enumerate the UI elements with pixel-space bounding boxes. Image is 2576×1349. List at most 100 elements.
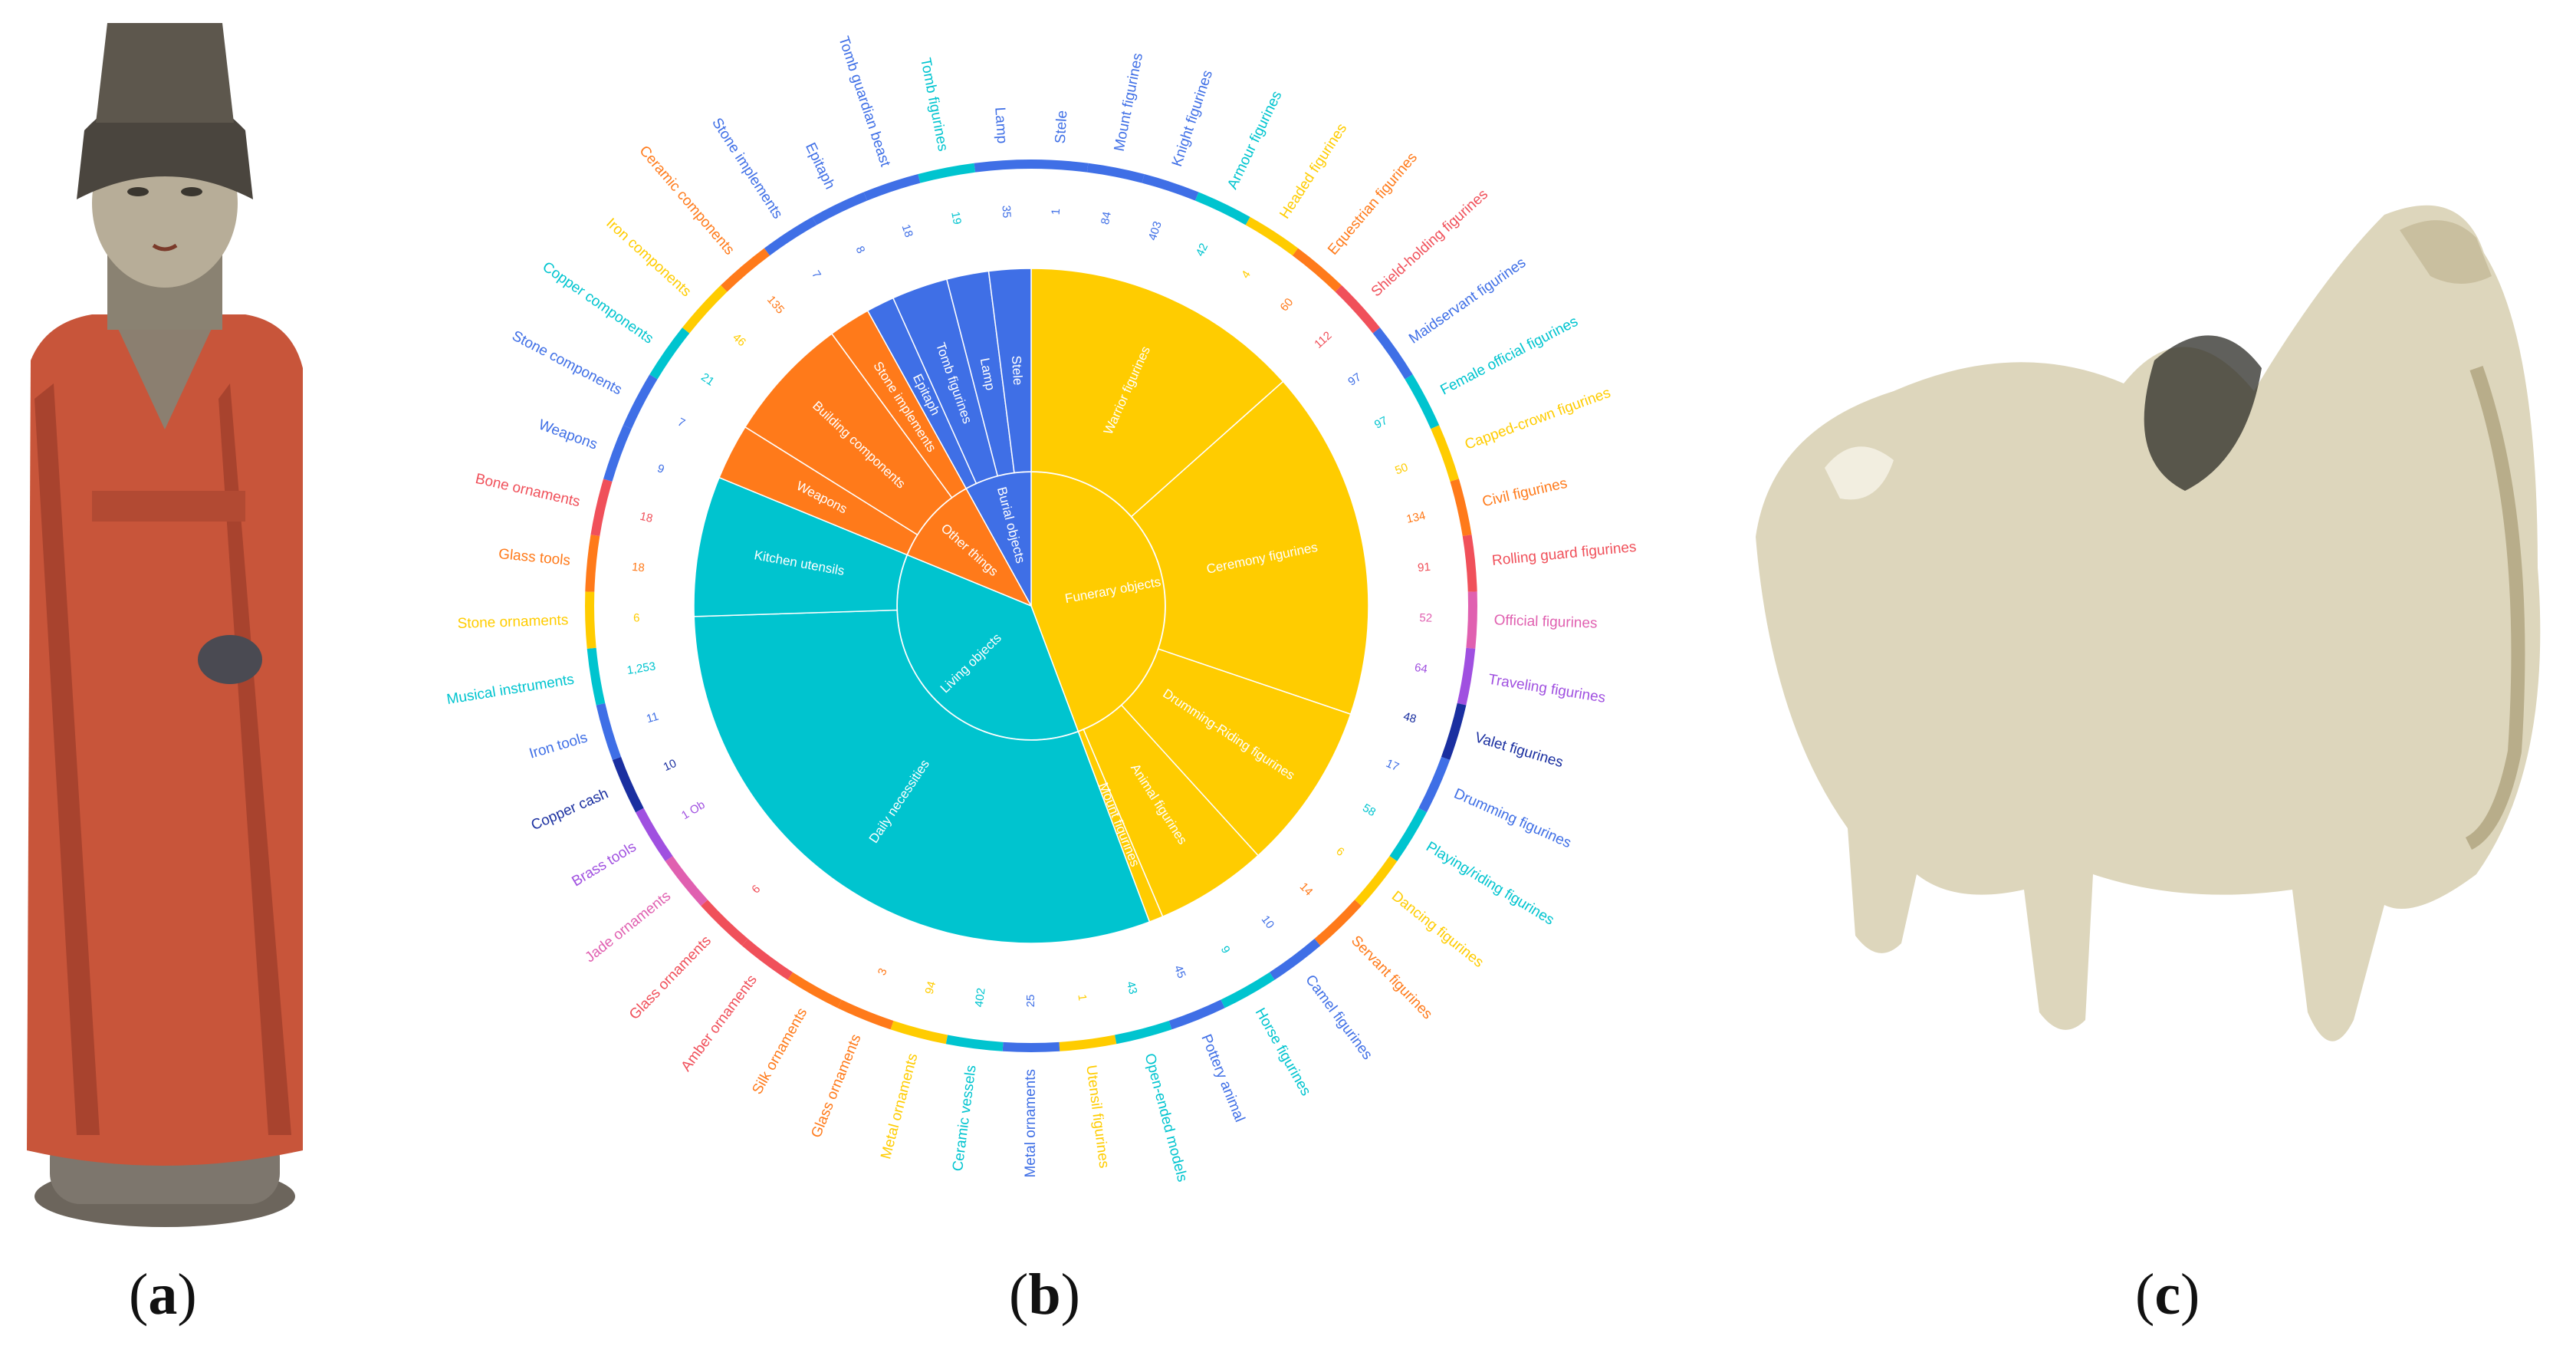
value-label-glass-ornaments: 6 bbox=[749, 883, 763, 897]
value-label-open-ended-models: 43 bbox=[1124, 980, 1140, 995]
outer-label-valet-figurines: Valet figurines bbox=[1473, 729, 1565, 771]
outer-segment-drumming-figurines bbox=[1418, 756, 1451, 813]
outer-segment-bone-ornaments bbox=[590, 479, 613, 537]
middle-label-stele: Stele bbox=[1009, 355, 1025, 386]
middle-slice-ceremony-figurines bbox=[1130, 380, 1369, 716]
outer-label-lamp: Lamp bbox=[991, 107, 1010, 144]
panel-label-b: (b) bbox=[1009, 1262, 1080, 1327]
outer-label-weapons: Weapons bbox=[537, 416, 600, 452]
outer-label-metal-ornaments: Metal ornaments bbox=[1023, 1069, 1039, 1178]
outer-segment-stone-components bbox=[623, 374, 658, 429]
outer-segment-traveling-figurines bbox=[1457, 647, 1476, 706]
outer-label-equestrian-figurines: Equestrian figurines bbox=[1325, 150, 1421, 258]
outer-segment-horse-figurines bbox=[1221, 972, 1275, 1008]
value-label-iron-components: 46 bbox=[730, 331, 748, 349]
middle-slice-stele bbox=[987, 268, 1032, 474]
panel-label-c: (c) bbox=[2135, 1262, 2200, 1327]
outer-label-utensil-figurines: Utensil figurines bbox=[1083, 1064, 1112, 1170]
outer-segment-jade-ornaments bbox=[665, 856, 708, 906]
outer-segment-ceramic-components bbox=[721, 248, 770, 292]
value-label-brass-tools: 1 Ob bbox=[679, 798, 708, 822]
value-label-drumming-figurines: 17 bbox=[1384, 757, 1401, 774]
outer-label-copper-cash: Copper cash bbox=[529, 785, 611, 834]
outer-segment-copper-components bbox=[649, 327, 690, 380]
figurine-standing-image bbox=[27, 23, 303, 1227]
outer-label-bone-ornaments: Bone ornaments bbox=[474, 471, 582, 510]
outer-label-metal-ornaments: Metal ornaments bbox=[878, 1051, 921, 1160]
outer-label-tomb-guardian-beast: Tomb guardian beast bbox=[835, 35, 893, 169]
value-label-metal-ornaments: 94 bbox=[923, 980, 939, 995]
middle-slice-warrior-figurines bbox=[1030, 268, 1284, 518]
value-label-iron-tools: 11 bbox=[645, 710, 660, 726]
outer-segment-copper-cash bbox=[612, 756, 644, 813]
outer-label-musical-instruments: Musical instruments bbox=[445, 672, 575, 709]
outer-segment-civil-figurines bbox=[1450, 479, 1472, 537]
value-label-equestrian-figurines: 60 bbox=[1278, 296, 1296, 314]
outer-segment-stone-ornaments bbox=[585, 591, 596, 649]
outer-label-iron-tools: Iron tools bbox=[527, 729, 590, 762]
outer-label-ceramic-components: Ceramic components bbox=[636, 143, 737, 258]
outer-label-drumming-figurines: Drumming figurines bbox=[1451, 785, 1573, 851]
panel-label-a: (a) bbox=[129, 1262, 197, 1327]
outer-segment-stone-implements bbox=[764, 216, 817, 256]
outer-label-knight-figurines: Knight figurines bbox=[1169, 68, 1216, 169]
outer-segment-mount-figurines bbox=[1086, 163, 1145, 183]
outer-segment-metal-ornaments bbox=[890, 1020, 948, 1045]
outer-segment-glass-ornaments bbox=[701, 900, 748, 946]
value-label-stone-components: 7 bbox=[675, 416, 687, 430]
outer-label-camel-figurines: Camel figurines bbox=[1302, 972, 1375, 1062]
outer-segment-silk-ornaments bbox=[787, 972, 842, 1008]
outer-label-ceramic-vessels: Ceramic vessels bbox=[950, 1064, 980, 1173]
outer-segment-rolling-guard-figurines bbox=[1462, 535, 1477, 592]
outer-label-silk-ornaments: Silk ornaments bbox=[749, 1005, 810, 1097]
outer-label-mount-figurines: Mount figurines bbox=[1112, 52, 1146, 153]
outer-label-armour-figurines: Armour figurines bbox=[1224, 88, 1285, 192]
outer-label-amber-ornaments: Amber ornaments bbox=[678, 972, 761, 1074]
value-label-camel-figurines: 10 bbox=[1259, 913, 1277, 932]
outer-segment-playing-riding-figurines bbox=[1389, 808, 1428, 861]
value-label-utensil-figurines: 1 bbox=[1075, 993, 1089, 1001]
outer-label-iron-components: Iron components bbox=[603, 216, 694, 301]
value-label-weapons: 9 bbox=[656, 462, 666, 476]
outer-label-traveling-figurines: Traveling figurines bbox=[1487, 672, 1607, 706]
outer-segment-official-figurines bbox=[1466, 591, 1477, 649]
outer-segment-glass-ornaments bbox=[837, 999, 894, 1030]
value-label-dancing-figurines: 6 bbox=[1333, 844, 1346, 858]
outer-label-playing-riding-figurines: Playing/riding figurines bbox=[1423, 839, 1556, 929]
outer-label-copper-components: Copper components bbox=[540, 259, 656, 347]
value-label-ceramic-vessels: 402 bbox=[973, 987, 988, 1008]
outer-label-brass-tools: Brass tools bbox=[569, 839, 639, 890]
value-label-capped-crown-figurines: 50 bbox=[1393, 461, 1410, 478]
outer-label-official-figurines: Official figurines bbox=[1493, 612, 1597, 631]
outer-label-capped-crown-figurines: Capped-crown figurines bbox=[1463, 385, 1613, 453]
value-label-copper-components: 21 bbox=[698, 370, 716, 388]
outer-label-epitaph: Epitaph bbox=[802, 140, 838, 192]
outer-label-glass-tools: Glass tools bbox=[498, 546, 571, 569]
value-label-tomb-figurines: 19 bbox=[948, 211, 964, 226]
camel-figurine-image bbox=[1756, 205, 2541, 1041]
outer-label-glass-ornaments: Glass ornaments bbox=[808, 1032, 864, 1140]
outer-segment-weapons bbox=[603, 425, 632, 482]
outer-segment-camel-figurines bbox=[1269, 939, 1321, 980]
outer-label-dancing-figurines: Dancing figurines bbox=[1388, 888, 1487, 971]
value-label-bone-ornaments: 18 bbox=[639, 510, 654, 525]
outer-label-pottery-animal: Pottery animal bbox=[1198, 1032, 1247, 1124]
value-label-glass-tools: 18 bbox=[631, 561, 645, 575]
outer-segment-utensil-figurines bbox=[1059, 1035, 1117, 1051]
outer-segment-glass-tools bbox=[585, 535, 600, 592]
outer-segment-tomb-guardian-beast bbox=[863, 174, 921, 201]
value-label-servant-figurines: 14 bbox=[1297, 880, 1316, 899]
outer-segment-stele bbox=[1031, 160, 1089, 173]
value-label-stele: 1 bbox=[1050, 208, 1063, 215]
outer-label-female-official-figurines: Female official figurines bbox=[1438, 314, 1580, 399]
value-label-ceramic-components: 135 bbox=[764, 293, 787, 316]
value-label-maidservant-figurines: 97 bbox=[1346, 370, 1363, 388]
outer-label-tomb-figurines: Tomb figurines bbox=[917, 57, 951, 153]
outer-segment-female-official-figurines bbox=[1405, 374, 1440, 429]
value-label-traveling-figurines: 64 bbox=[1414, 661, 1428, 676]
value-label-glass-ornaments: 3 bbox=[876, 966, 890, 977]
outer-segment-ceramic-vessels bbox=[945, 1035, 1004, 1051]
outer-segment-iron-tools bbox=[596, 702, 622, 761]
